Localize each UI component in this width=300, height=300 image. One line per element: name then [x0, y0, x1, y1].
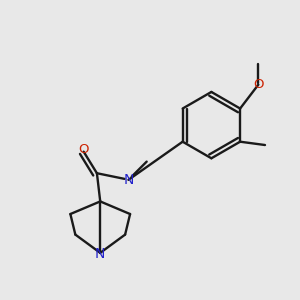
Text: O: O	[253, 78, 264, 91]
Text: N: N	[95, 247, 105, 261]
Text: N: N	[123, 173, 134, 187]
Text: O: O	[78, 143, 89, 156]
